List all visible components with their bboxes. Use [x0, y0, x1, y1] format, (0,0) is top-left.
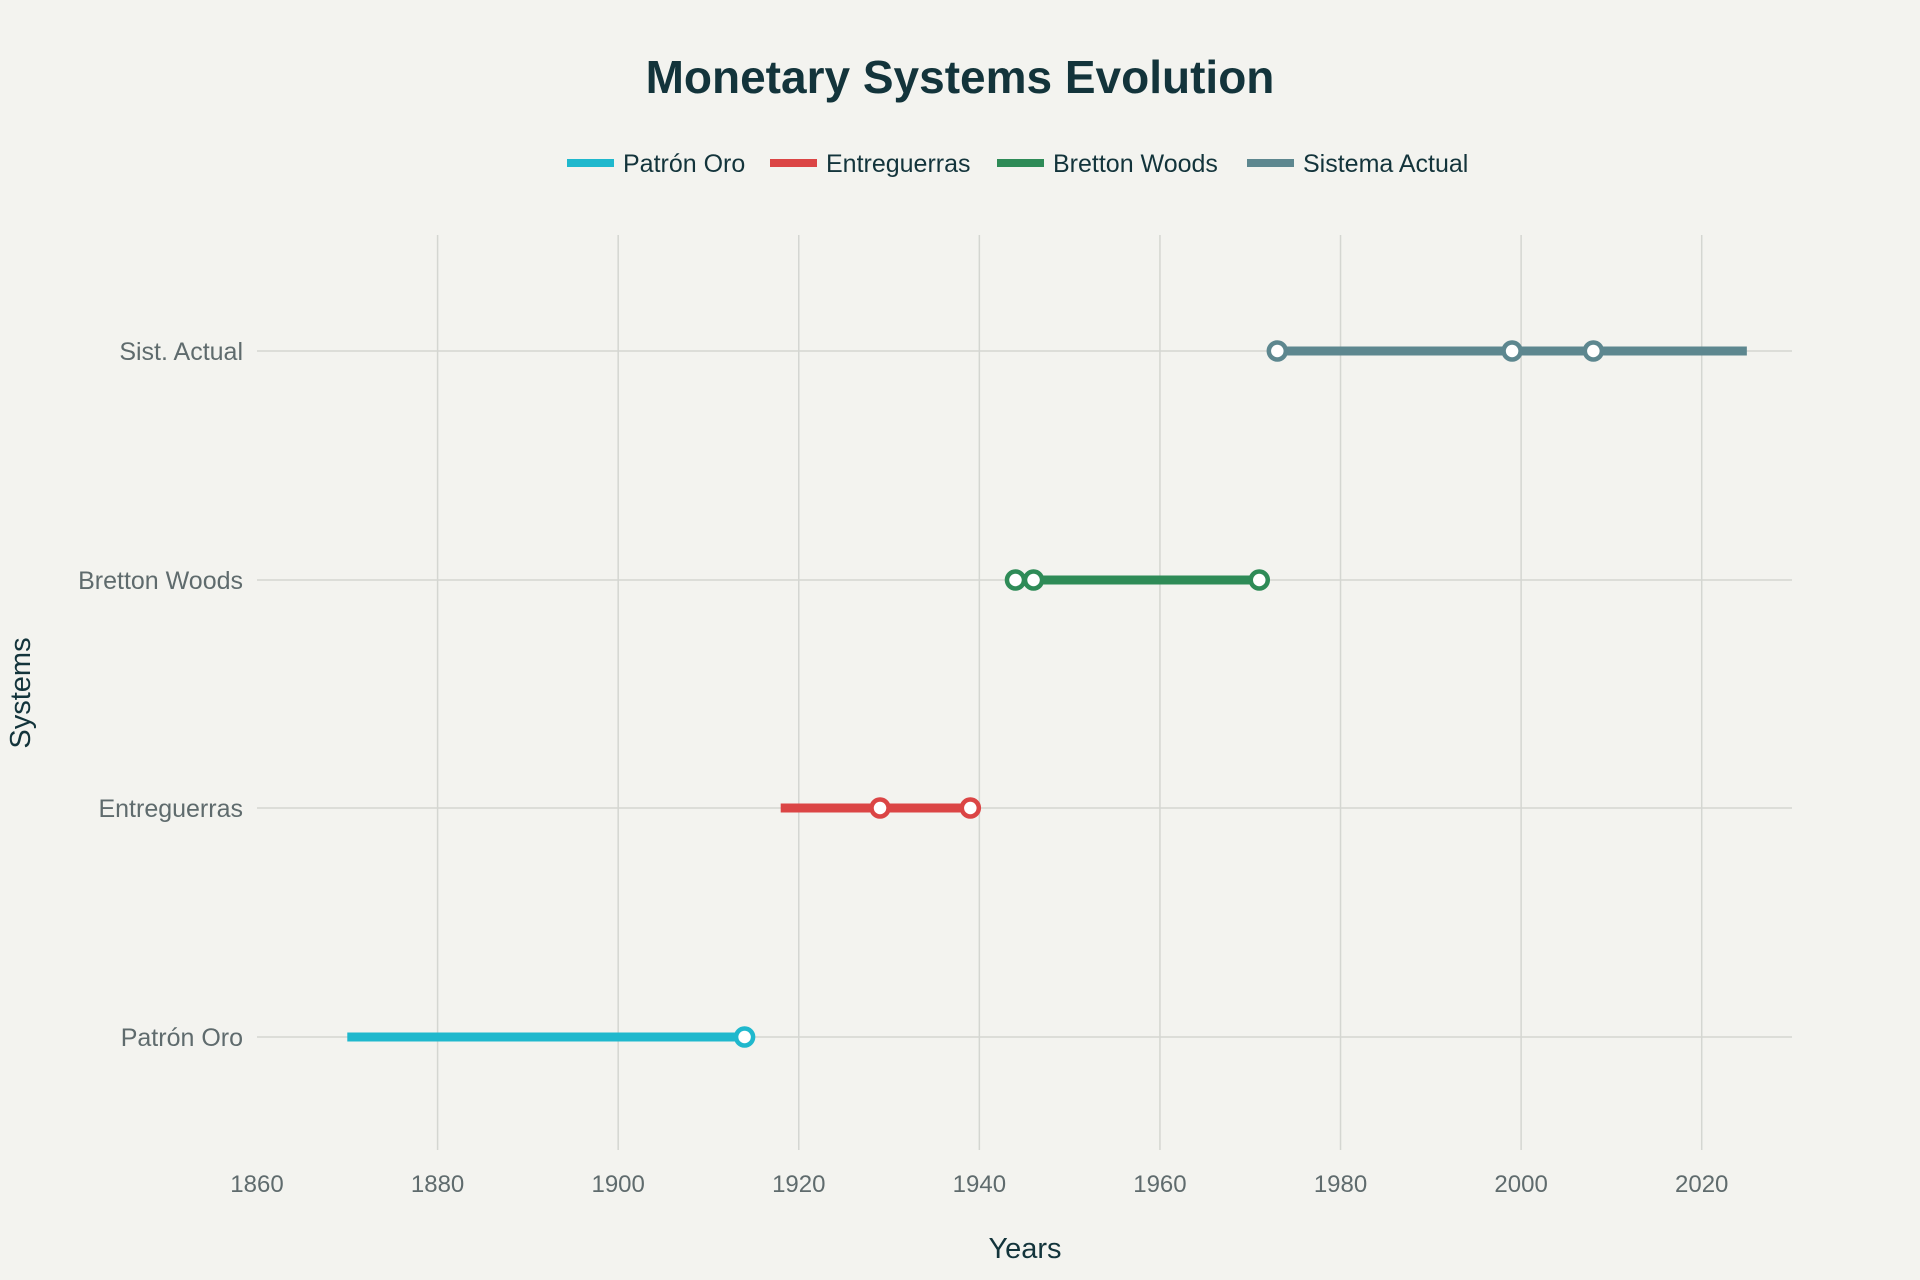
- x-tick-label: 1900: [591, 1171, 644, 1198]
- x-axis-ticks: 1860 1880 1900 1920 1940 1960 1980 2000 2020: [230, 1171, 1728, 1198]
- x-tick-label: 2020: [1675, 1171, 1728, 1198]
- x-tick-label: 2000: [1494, 1171, 1547, 1198]
- legend-label: Patrón Oro: [623, 150, 745, 178]
- series-patron-oro: [347, 1026, 756, 1048]
- series-bretton-woods: [1004, 569, 1271, 591]
- series-group: [347, 340, 1747, 1048]
- grid: [257, 235, 1792, 1150]
- legend-item-patron-oro[interactable]: Patrón Oro: [567, 150, 745, 178]
- x-tick-label: 1980: [1314, 1171, 1367, 1198]
- y-axis-ticks: Patrón Oro Entreguerras Bretton Woods Sist.…: [78, 338, 243, 1052]
- chart-title: Monetary Systems Evolution: [646, 51, 1275, 103]
- legend-label: Sistema Actual: [1303, 150, 1468, 178]
- x-tick-label: 1860: [230, 1171, 283, 1198]
- data-point-sistema-actual-1973[interactable]: [1266, 340, 1289, 362]
- data-point-bretton-woods-1946[interactable]: [1022, 569, 1045, 591]
- data-point-bretton-woods-1944[interactable]: [1004, 569, 1027, 591]
- data-point-bretton-woods-1971[interactable]: [1248, 569, 1271, 591]
- x-tick-label: 1960: [1133, 1171, 1186, 1198]
- legend-item-bretton-woods[interactable]: Bretton Woods: [997, 150, 1218, 178]
- data-point-sistema-actual-1999[interactable]: [1501, 340, 1523, 362]
- data-point-patron-oro-1914[interactable]: [733, 1026, 756, 1048]
- data-point-entreguerras-1929[interactable]: [869, 797, 891, 819]
- legend-item-sistema-actual[interactable]: Sistema Actual: [1247, 150, 1468, 178]
- series-sistema-actual: [1266, 340, 1747, 362]
- y-tick-label: Entreguerras: [98, 795, 243, 823]
- y-axis-title: Systems: [5, 637, 37, 748]
- y-tick-label: Patrón Oro: [121, 1024, 243, 1052]
- x-tick-label: 1920: [772, 1171, 825, 1198]
- data-point-entreguerras-1939[interactable]: [959, 797, 982, 819]
- x-axis-title: Years: [988, 1233, 1061, 1265]
- series-entreguerras: [780, 797, 982, 819]
- legend-label: Entreguerras: [826, 150, 971, 178]
- y-tick-label: Bretton Woods: [78, 567, 243, 595]
- legend-item-entreguerras[interactable]: Entreguerras: [770, 150, 971, 178]
- legend-label: Bretton Woods: [1053, 150, 1218, 178]
- y-tick-label: Sist. Actual: [119, 338, 243, 366]
- x-tick-label: 1880: [411, 1171, 464, 1198]
- legend: Patrón Oro Entreguerras Bretton Woods Siste…: [567, 150, 1468, 178]
- data-point-sistema-actual-2008[interactable]: [1582, 340, 1605, 362]
- x-tick-label: 1940: [953, 1171, 1006, 1198]
